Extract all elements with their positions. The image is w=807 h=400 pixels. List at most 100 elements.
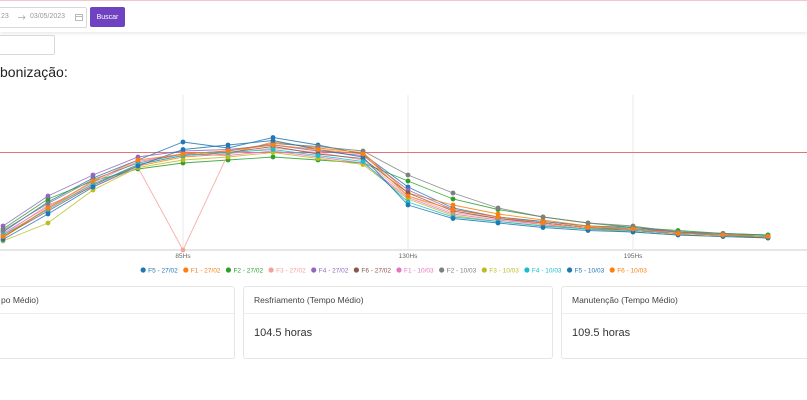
data-point [180, 247, 186, 253]
series-line [2, 140, 769, 240]
x-tick-label: 85Hs [175, 253, 191, 260]
data-point [270, 138, 276, 143]
data-point [360, 151, 366, 157]
legend-item: F3 - 27/02 [268, 267, 306, 274]
calendar-icon [75, 14, 83, 21]
legend-item: F5 - 27/02 [140, 267, 178, 274]
date-end: 03/05/2023 [30, 13, 66, 20]
x-tick-label: 130Hs [399, 253, 419, 260]
data-point [45, 220, 51, 226]
card-title: Manutenção (Tempo Médio) [572, 295, 678, 305]
date-range[interactable]: 23 03/05/2023 [0, 7, 87, 28]
data-point [360, 159, 366, 164]
series-line [2, 144, 769, 237]
legend-item: F4 - 27/02 [311, 267, 349, 274]
data-point [450, 202, 456, 208]
x-tick-label: 195Hs [624, 253, 644, 260]
legend-label: F4 - 27/02 [319, 267, 349, 274]
legend-item: F3 - 10/03 [481, 267, 519, 274]
date-start: 23 [1, 13, 9, 20]
legend-item: F2 - 27/02 [225, 267, 263, 274]
toolbar: 23 03/05/2023 Buscar [0, 0, 807, 32]
data-point [405, 178, 411, 184]
legend-label: F3 - 10/03 [489, 267, 519, 274]
data-point [0, 234, 6, 239]
legend-marker [353, 267, 359, 273]
data-point [0, 228, 6, 233]
card-value: 109.5 horas [572, 327, 631, 339]
legend-marker [311, 267, 317, 273]
data-point [270, 147, 276, 152]
data-point [495, 220, 501, 226]
card-value: 104.5 horas [254, 327, 313, 339]
legend-marker [609, 267, 615, 273]
data-point [270, 154, 276, 160]
data-point [180, 147, 186, 152]
legend-label: F3 - 27/02 [276, 267, 306, 274]
legend-label: F5 - 27/02 [148, 267, 178, 274]
card: po Médio) [0, 286, 235, 359]
legend-marker [268, 267, 274, 273]
data-point [270, 142, 276, 148]
series-line [2, 152, 769, 242]
data-point [585, 220, 591, 226]
data-point [630, 226, 636, 232]
data-point [225, 148, 231, 154]
section-title: bonização: [0, 64, 68, 80]
data-point [45, 193, 51, 199]
series-line [2, 144, 769, 237]
legend-label: F5 - 10/03 [575, 267, 605, 274]
data-point [720, 232, 726, 238]
legend-marker [225, 267, 232, 273]
data-point [405, 172, 411, 178]
data-point [90, 172, 96, 178]
data-point [405, 202, 411, 208]
legend-label: F1 - 27/02 [191, 267, 221, 274]
data-point [540, 220, 546, 226]
legend-marker [524, 267, 530, 273]
search-button[interactable]: Buscar [90, 7, 125, 27]
data-point [540, 225, 546, 230]
data-point [45, 201, 51, 206]
series-line [2, 146, 769, 239]
arrow-icon [18, 15, 26, 20]
data-point [0, 223, 6, 229]
legend-marker [481, 267, 487, 273]
series-line [2, 156, 769, 236]
filter-input[interactable] [0, 35, 55, 55]
legend-marker [183, 267, 189, 273]
data-point [45, 211, 51, 217]
data-point [495, 214, 501, 220]
data-point [225, 142, 231, 148]
data-point [180, 151, 186, 157]
card: Resfriamento (Tempo Médio) 104.5 horas [243, 286, 553, 359]
data-point [585, 225, 591, 230]
data-point [315, 147, 321, 152]
data-point [180, 157, 186, 163]
legend-item: F2 - 10/03 [439, 267, 477, 274]
legend-item: F1 - 27/02 [183, 267, 221, 274]
data-point [180, 139, 186, 145]
legend-marker [396, 267, 402, 273]
legend-label: F6 - 10/03 [617, 267, 647, 274]
legend-marker [140, 267, 146, 273]
data-point [315, 153, 321, 158]
legend: F5 - 27/02 F1 - 27/02 F2 - 27/02 F3 - 27/02… [140, 267, 647, 274]
series-line [2, 150, 769, 237]
data-point [540, 214, 546, 220]
data-point [450, 207, 456, 212]
series-line [2, 149, 769, 237]
data-point [765, 234, 771, 239]
data-point [135, 157, 141, 163]
series-line [2, 143, 769, 237]
data-point [225, 154, 231, 160]
data-point [135, 163, 141, 169]
data-point [45, 205, 51, 211]
legend-item: F6 - 27/02 [353, 267, 391, 274]
legend-item: F4 - 10/03 [524, 267, 562, 274]
data-point [495, 205, 501, 211]
legend-label: F2 - 27/02 [233, 267, 263, 274]
legend-marker [439, 267, 445, 273]
card-title: Resfriamento (Tempo Médio) [254, 295, 364, 305]
